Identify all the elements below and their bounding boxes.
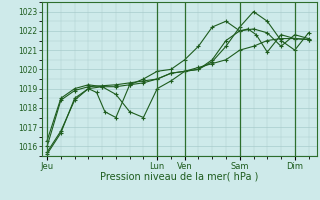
X-axis label: Pression niveau de la mer( hPa ): Pression niveau de la mer( hPa ) (100, 172, 258, 182)
